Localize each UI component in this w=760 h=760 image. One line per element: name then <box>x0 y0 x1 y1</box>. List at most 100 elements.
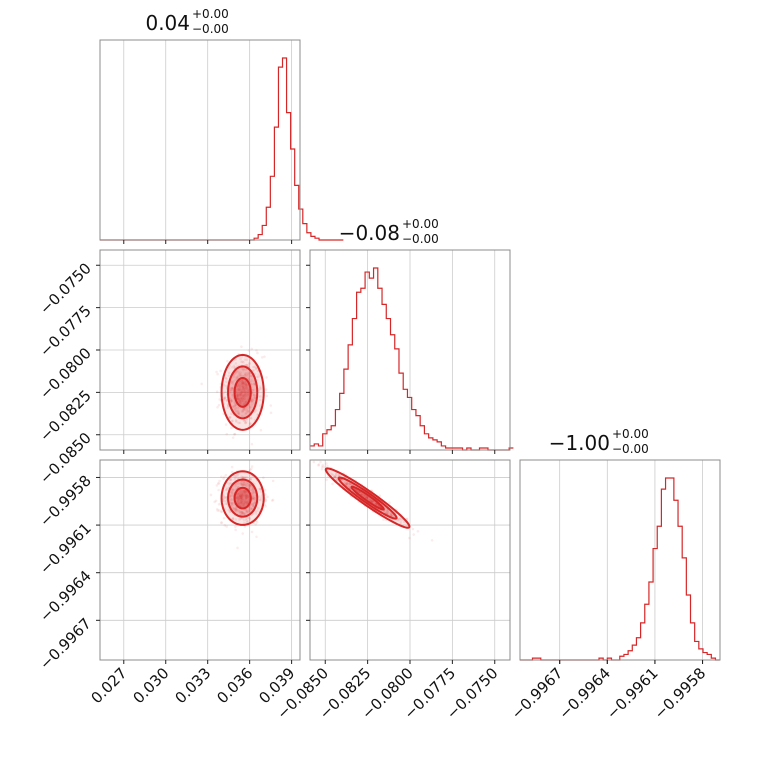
scatter-point <box>222 398 226 401</box>
scatter-point <box>241 385 245 388</box>
scatter-point <box>237 497 241 501</box>
scatter-point <box>248 484 252 487</box>
scatter-point <box>241 381 245 385</box>
scatter-point <box>337 474 341 478</box>
scatter-point <box>231 387 234 390</box>
scatter-point <box>317 464 320 467</box>
scatter-point <box>234 528 237 532</box>
scatter-point <box>244 394 248 397</box>
scatter-point <box>230 491 234 495</box>
x-tick-label: 0.030 <box>129 664 172 707</box>
scatter-point <box>240 483 244 487</box>
scatter-point <box>239 388 242 392</box>
scatter-point <box>346 484 350 487</box>
scatter-point <box>244 382 247 386</box>
scatter-point <box>238 495 241 499</box>
scatter-point <box>217 488 220 492</box>
scatter-point <box>225 500 228 503</box>
scatter-point <box>233 407 237 410</box>
scatter-point <box>236 509 240 512</box>
scatter-point <box>239 399 243 403</box>
scatter-point <box>233 474 236 478</box>
scatter-point <box>226 467 229 470</box>
scatter-point <box>331 473 335 477</box>
scatter-point <box>250 383 253 386</box>
scatter-point <box>223 496 227 499</box>
scatter-point <box>235 395 239 399</box>
scatter-point <box>241 409 245 413</box>
scatter-point <box>241 410 244 414</box>
scatter-point <box>244 392 247 396</box>
scatter-point <box>241 482 244 486</box>
scatter-point <box>247 507 251 510</box>
scatter-point <box>246 394 249 397</box>
scatter-point <box>237 494 240 498</box>
scatter-point <box>397 518 401 521</box>
scatter-point <box>251 491 255 495</box>
scatter-point <box>430 539 434 542</box>
contour-line <box>220 353 265 431</box>
scatter-point <box>252 365 255 369</box>
scatter-point <box>222 391 225 395</box>
scatter-point <box>241 498 245 502</box>
scatter-point <box>234 410 238 414</box>
scatter-point <box>243 402 246 406</box>
scatter-point <box>220 475 223 479</box>
scatter-point <box>229 398 232 401</box>
scatter-point <box>365 496 369 499</box>
contour-line <box>227 478 259 518</box>
scatter-point <box>240 497 244 501</box>
scatter-point <box>334 476 337 480</box>
scatter-point <box>229 494 233 498</box>
scatter-point <box>240 367 244 370</box>
scatter-point <box>239 496 242 500</box>
scatter-point <box>234 518 238 521</box>
scatter-point <box>230 387 233 390</box>
scatter-point <box>245 383 249 386</box>
scatter-point <box>240 414 244 418</box>
scatter-point <box>246 409 249 413</box>
scatter-point <box>242 367 246 371</box>
scatter-point <box>249 405 252 409</box>
scatter-point <box>250 467 253 471</box>
scatter-point <box>378 494 382 498</box>
scatter-point <box>233 401 236 404</box>
scatter-point <box>238 398 242 401</box>
scatter-point <box>242 476 245 479</box>
scatter-point <box>320 467 324 471</box>
scatter-point <box>230 393 234 396</box>
scatter-point <box>245 475 248 479</box>
scatter-point <box>236 495 240 499</box>
scatter-point <box>269 411 273 415</box>
scatter-point <box>254 409 258 412</box>
scatter-point <box>252 398 256 402</box>
scatter-point <box>223 499 226 503</box>
scatter-point <box>239 499 243 503</box>
scatter-point <box>242 390 246 394</box>
scatter-point <box>236 482 240 485</box>
scatter-point <box>223 397 226 401</box>
scatter-point <box>229 412 233 416</box>
scatter-point <box>216 509 220 512</box>
scatter-point <box>231 382 235 385</box>
scatter-point <box>253 497 256 501</box>
scatter-point <box>244 493 247 497</box>
contour-line <box>337 476 398 520</box>
scatter-point <box>213 500 216 504</box>
scatter-point <box>252 369 256 372</box>
scatter-point <box>334 473 338 476</box>
scatter-point <box>245 386 248 390</box>
scatter-point <box>347 482 351 486</box>
scatter-point <box>233 507 236 511</box>
scatter-point <box>232 364 236 368</box>
scatter-point <box>244 391 248 394</box>
scatter-point <box>241 409 244 412</box>
scatter-point <box>244 500 247 504</box>
scatter-point <box>237 398 241 401</box>
scatter-point <box>265 394 269 398</box>
scatter-point <box>234 403 238 407</box>
scatter-point <box>224 423 228 426</box>
scatter-point <box>230 399 233 403</box>
scatter-point <box>233 366 237 369</box>
scatter-point <box>242 518 246 522</box>
